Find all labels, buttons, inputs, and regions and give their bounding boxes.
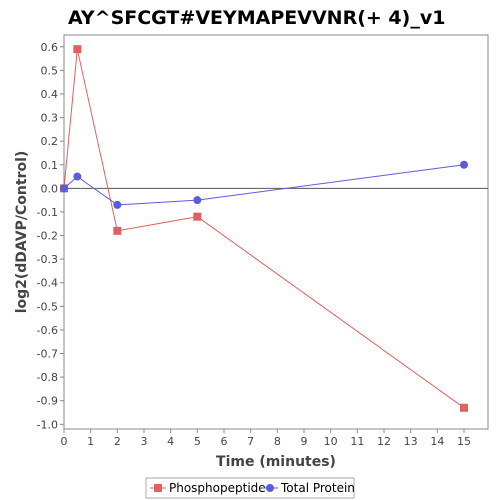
y-tick-label: 0.4: [41, 88, 59, 101]
y-tick-label: -0.4: [37, 277, 58, 290]
y-tick-label: -1.0: [37, 418, 58, 431]
series-layer: [60, 45, 468, 412]
y-tick-label: 0.6: [41, 41, 59, 54]
x-axis-label: Time (minutes): [216, 454, 336, 470]
data-point-phosphopeptide: [193, 212, 202, 221]
legend-label-total-protein: Total Protein: [280, 481, 355, 495]
data-point-total-protein: [113, 200, 122, 209]
legend-item-total-protein: Total Protein: [262, 481, 355, 495]
y-tick-label: 0.1: [41, 159, 59, 172]
x-tick-label: 1: [87, 435, 94, 448]
data-point-total-protein: [60, 184, 68, 193]
x-tick-label: 9: [301, 435, 308, 448]
data-point-total-protein: [193, 196, 202, 205]
data-point-total-protein: [460, 160, 468, 169]
x-axis-ticks: 0 1 2 3 4 5 6 7 8 9 10 11 12 13 14 15: [61, 429, 471, 448]
y-tick-label: -0.6: [37, 324, 58, 337]
x-tick-label: 8: [274, 435, 281, 448]
y-axis-ticks: -1.0 -0.9 -0.8 -0.7 -0.6 -0.5 -0.4 -0.3 -0.2 -0.1…: [37, 41, 64, 431]
x-tick-label: 7: [247, 435, 254, 448]
data-point-total-protein: [73, 172, 82, 181]
legend-box: [145, 477, 355, 499]
y-tick-label: -0.9: [37, 395, 58, 408]
legend: Phosphopeptide Total Protein: [145, 477, 355, 499]
data-point-phosphopeptide: [73, 45, 82, 54]
data-point-phosphopeptide: [460, 403, 468, 412]
y-tick-label: 0.2: [41, 135, 59, 148]
y-tick-label: -0.2: [37, 230, 58, 243]
x-tick-label: 0: [61, 435, 68, 448]
x-tick-label: 5: [194, 435, 201, 448]
legend-item-phosphopeptide: Phosphopeptide: [150, 481, 266, 495]
y-tick-label: -0.3: [37, 253, 58, 266]
data-point-phosphopeptide: [113, 226, 122, 235]
x-tick-label: 4: [167, 435, 174, 448]
x-tick-label: 3: [141, 435, 148, 448]
chart-title: AY^SFCGT#VEYMAPEVVNR(+ 4)_v1: [68, 7, 445, 29]
y-tick-label: 0.0: [41, 182, 59, 195]
x-tick-label: 2: [114, 435, 121, 448]
y-tick-label: 0.3: [41, 112, 59, 125]
x-tick-label: 12: [377, 435, 391, 448]
x-tick-label: 10: [324, 435, 338, 448]
x-tick-label: 15: [457, 435, 471, 448]
legend-marker-total-protein: [266, 484, 274, 492]
y-tick-label: -0.8: [37, 371, 58, 384]
plot-area: [63, 34, 489, 430]
y-tick-label: -0.7: [37, 348, 58, 361]
x-tick-label: 6: [221, 435, 228, 448]
x-tick-label: 13: [404, 435, 418, 448]
y-axis-label: log2(dDAVP/Control): [14, 151, 30, 314]
x-tick-label: 11: [350, 435, 364, 448]
legend-marker-phosphopeptide: [154, 484, 162, 492]
legend-label-phosphopeptide: Phosphopeptide: [169, 481, 266, 495]
x-tick-label: 14: [430, 435, 444, 448]
y-tick-label: 0.5: [41, 64, 59, 77]
y-tick-label: -0.1: [37, 206, 58, 219]
y-tick-label: -0.5: [37, 300, 58, 313]
